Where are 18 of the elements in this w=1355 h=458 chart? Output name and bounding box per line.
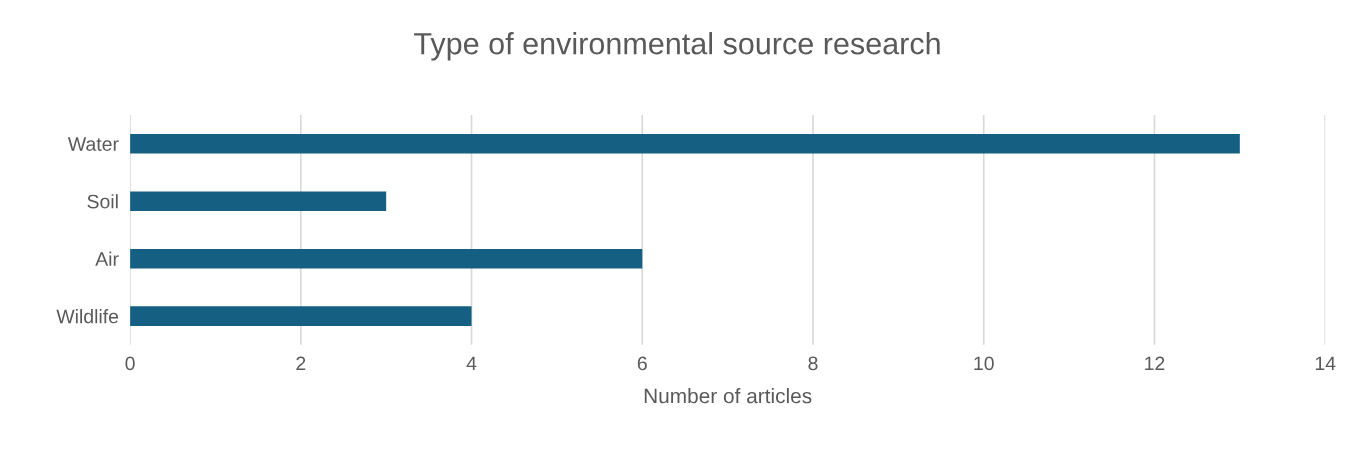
bar: [130, 191, 387, 211]
x-tick-label: 8: [808, 356, 818, 371]
y-tick-label: Soil: [87, 194, 118, 209]
x-tick-label: 2: [296, 356, 306, 371]
x-tick-label: 0: [125, 356, 135, 371]
x-axis-title: Number of articles: [644, 388, 812, 404]
x-tick-label: 6: [637, 356, 647, 371]
bar: [130, 306, 472, 326]
y-tick-label: Air: [95, 251, 119, 266]
bar: [130, 248, 643, 269]
x-tick-label: 14: [1315, 356, 1336, 371]
x-tick-label: 10: [974, 356, 994, 371]
y-tick-label: Wildlife: [56, 309, 119, 324]
y-tick-label: Water: [67, 137, 119, 151]
x-tick-label: 4: [466, 356, 477, 371]
chart-title: Type of environmental source research: [414, 32, 940, 61]
bar: [130, 133, 1240, 154]
x-tick-label: 12: [1145, 356, 1165, 371]
